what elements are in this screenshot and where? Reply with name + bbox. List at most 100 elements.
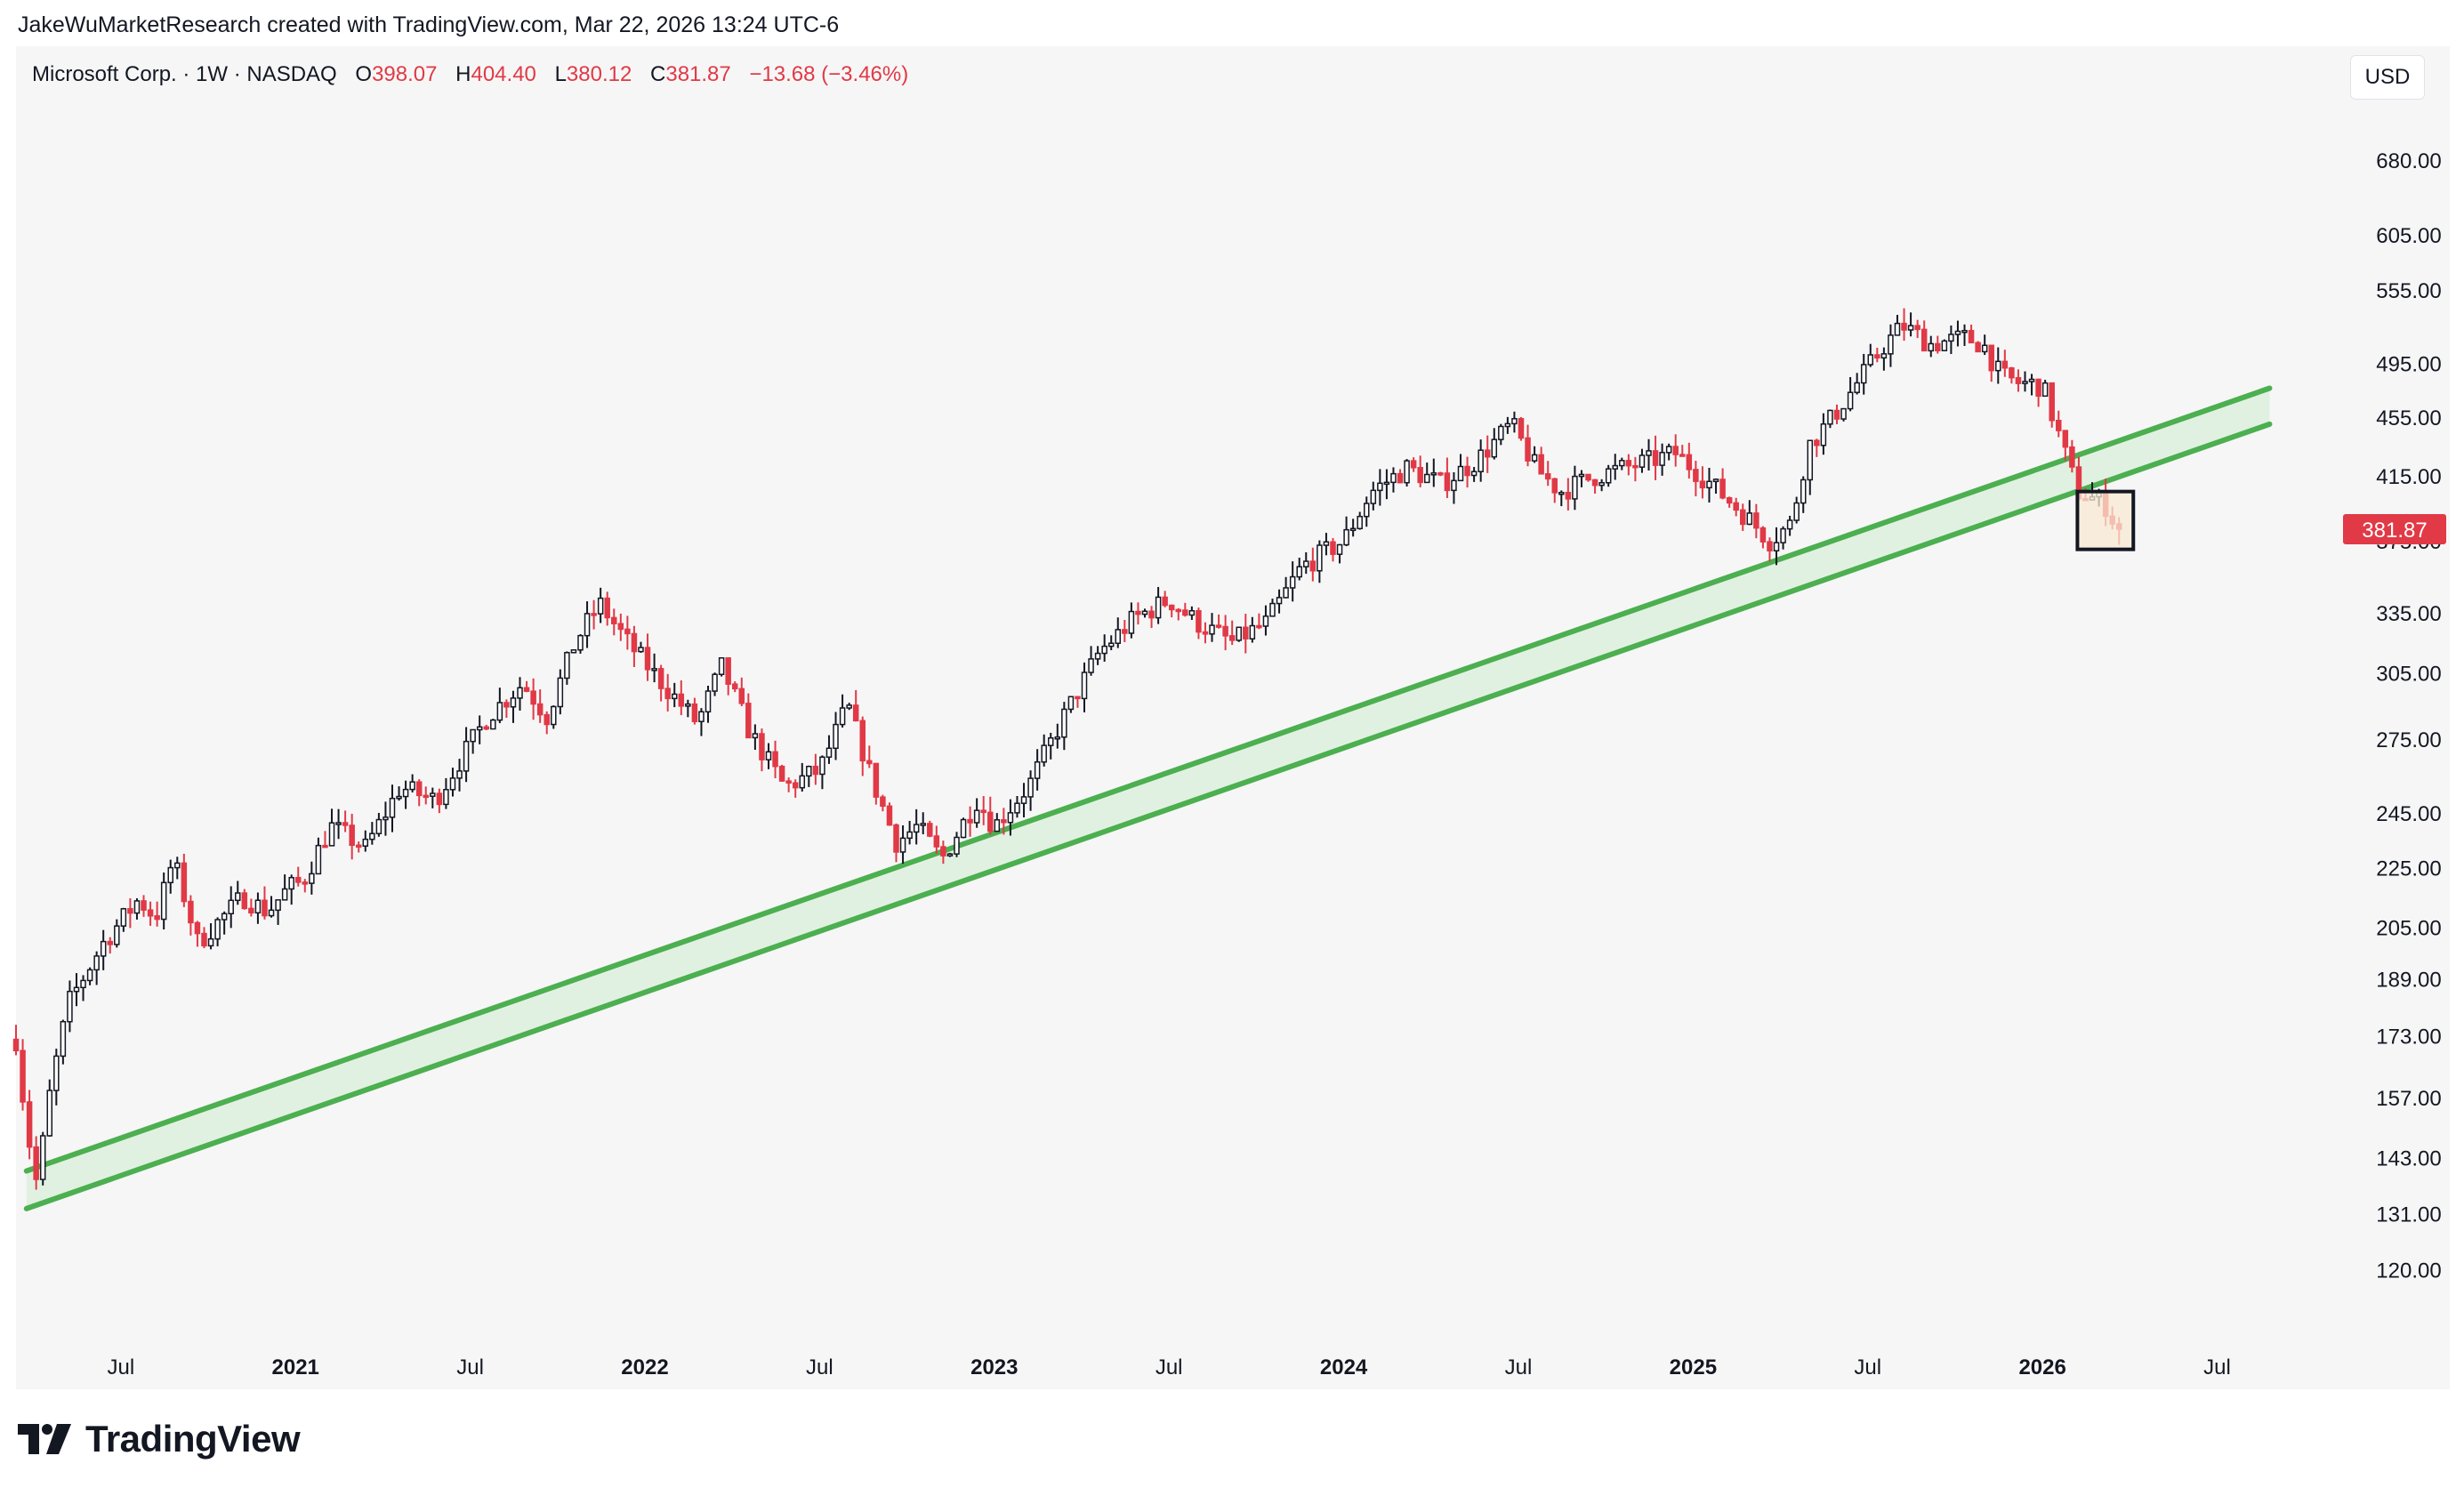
candle[interactable] bbox=[26, 1090, 33, 1160]
candle[interactable] bbox=[1047, 732, 1054, 760]
candle[interactable] bbox=[1202, 622, 1209, 644]
candle[interactable] bbox=[644, 633, 651, 681]
candle[interactable] bbox=[631, 625, 638, 667]
candle[interactable] bbox=[799, 762, 806, 792]
candle[interactable] bbox=[127, 897, 133, 929]
candle[interactable] bbox=[1572, 465, 1578, 511]
candle[interactable] bbox=[1860, 353, 1867, 395]
candle[interactable] bbox=[584, 601, 591, 648]
candle[interactable] bbox=[1719, 468, 1726, 500]
candle[interactable] bbox=[1598, 479, 1605, 492]
candle[interactable] bbox=[1820, 413, 1827, 455]
candle[interactable] bbox=[866, 745, 873, 768]
candle[interactable] bbox=[262, 886, 268, 920]
candle[interactable] bbox=[369, 822, 375, 845]
candle[interactable] bbox=[1383, 469, 1390, 500]
candle[interactable] bbox=[2035, 378, 2041, 407]
candle[interactable] bbox=[1935, 335, 1941, 354]
candle[interactable] bbox=[806, 765, 812, 787]
candle[interactable] bbox=[1081, 662, 1088, 712]
candle[interactable] bbox=[577, 634, 584, 654]
candle[interactable] bbox=[309, 861, 315, 895]
candle[interactable] bbox=[967, 806, 973, 837]
candle[interactable] bbox=[1712, 478, 1719, 495]
candle[interactable] bbox=[1665, 443, 1672, 461]
candle[interactable] bbox=[1276, 589, 1283, 614]
candle[interactable] bbox=[188, 895, 194, 936]
candle[interactable] bbox=[1558, 490, 1565, 507]
candle[interactable] bbox=[617, 613, 624, 641]
candle[interactable] bbox=[1155, 586, 1162, 624]
candle[interactable] bbox=[1968, 325, 1975, 344]
candle[interactable] bbox=[1632, 456, 1639, 482]
candle[interactable] bbox=[1377, 469, 1383, 506]
candle[interactable] bbox=[920, 812, 926, 834]
candle[interactable] bbox=[53, 1049, 60, 1106]
candle[interactable] bbox=[1107, 635, 1115, 651]
candle[interactable] bbox=[409, 774, 415, 792]
candle[interactable] bbox=[1148, 606, 1155, 629]
candle[interactable] bbox=[335, 808, 342, 840]
candle[interactable] bbox=[181, 853, 188, 907]
candle[interactable] bbox=[1504, 416, 1511, 434]
candle[interactable] bbox=[86, 967, 93, 985]
candle[interactable] bbox=[1693, 461, 1699, 497]
candle[interactable] bbox=[1544, 461, 1551, 487]
candle[interactable] bbox=[1067, 696, 1075, 713]
candle[interactable] bbox=[1269, 599, 1276, 617]
candle[interactable] bbox=[214, 917, 221, 946]
candle[interactable] bbox=[1470, 467, 1478, 482]
candle[interactable] bbox=[772, 740, 778, 778]
candle[interactable] bbox=[1619, 457, 1625, 471]
candle[interactable] bbox=[483, 724, 489, 730]
candle[interactable] bbox=[1793, 496, 1800, 524]
candle[interactable] bbox=[1840, 407, 1847, 422]
candle[interactable] bbox=[1088, 646, 1094, 676]
candle[interactable] bbox=[1780, 526, 1786, 550]
candle[interactable] bbox=[402, 780, 409, 809]
candle[interactable] bbox=[100, 929, 107, 970]
candle[interactable] bbox=[1390, 467, 1397, 493]
candle[interactable] bbox=[288, 874, 294, 905]
candle[interactable] bbox=[1034, 749, 1041, 791]
candle[interactable] bbox=[1262, 605, 1269, 636]
candle[interactable] bbox=[1209, 613, 1215, 642]
candle[interactable] bbox=[328, 808, 335, 847]
candle[interactable] bbox=[93, 951, 100, 985]
candle[interactable] bbox=[375, 812, 382, 837]
candle[interactable] bbox=[1961, 324, 1968, 346]
candle[interactable] bbox=[886, 802, 893, 826]
candle[interactable] bbox=[1847, 376, 1854, 412]
candle[interactable] bbox=[2041, 380, 2049, 398]
candle[interactable] bbox=[880, 794, 886, 812]
candle[interactable] bbox=[1995, 347, 2001, 384]
candle[interactable] bbox=[517, 677, 523, 711]
candle[interactable] bbox=[12, 1025, 20, 1056]
candle[interactable] bbox=[1948, 325, 1954, 355]
candle[interactable] bbox=[1739, 503, 1746, 531]
candle[interactable] bbox=[691, 697, 698, 725]
candle[interactable] bbox=[1901, 308, 1907, 342]
candle[interactable] bbox=[1800, 476, 1807, 513]
candle[interactable] bbox=[1888, 324, 1894, 367]
candle[interactable] bbox=[785, 777, 792, 792]
candle[interactable] bbox=[349, 813, 355, 860]
candle[interactable] bbox=[819, 755, 825, 790]
candle[interactable] bbox=[1726, 496, 1733, 508]
candle[interactable] bbox=[1343, 516, 1349, 547]
candle[interactable] bbox=[490, 719, 496, 730]
candle[interactable] bbox=[1228, 620, 1236, 646]
candle[interactable] bbox=[1296, 558, 1302, 581]
candle[interactable] bbox=[980, 796, 986, 825]
candle[interactable] bbox=[1349, 519, 1357, 537]
candle[interactable] bbox=[1075, 696, 1081, 708]
candle[interactable] bbox=[685, 699, 691, 718]
candle[interactable] bbox=[362, 830, 369, 852]
candle[interactable] bbox=[1175, 607, 1182, 621]
candle[interactable] bbox=[604, 591, 610, 626]
candle[interactable] bbox=[1652, 435, 1659, 480]
candle[interactable] bbox=[415, 779, 423, 807]
symbol-label[interactable]: Microsoft Corp. · 1W · NASDAQ bbox=[32, 62, 337, 86]
candle[interactable] bbox=[812, 753, 819, 785]
